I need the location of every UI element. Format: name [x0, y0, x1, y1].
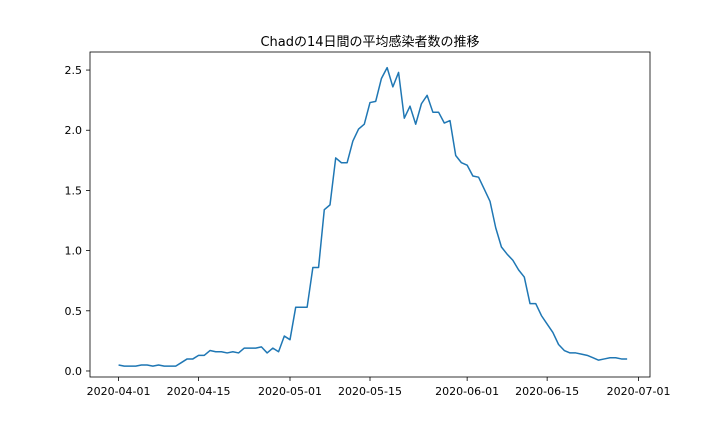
x-tick-label: 2020-06-01: [435, 385, 499, 398]
x-tick-label: 2020-04-01: [87, 385, 151, 398]
y-tick-label: 1.5: [65, 184, 83, 197]
x-tick-label: 2020-05-15: [338, 385, 402, 398]
y-tick-label: 2.5: [65, 64, 83, 77]
y-tick-label: 0.5: [65, 305, 83, 318]
chart-title: Chadの14日間の平均感染者数の推移: [260, 34, 479, 50]
y-tick-label: 2.0: [65, 124, 83, 137]
x-tick-label: 2020-07-01: [607, 385, 671, 398]
series-line-0: [118, 66, 628, 367]
x-tick-label: 2020-06-15: [515, 385, 579, 398]
plot-frame: [89, 51, 651, 378]
x-tick-label: 2020-04-15: [167, 385, 231, 398]
x-tick-label: 2020-05-01: [258, 385, 322, 398]
y-tick-label: 0.0: [65, 365, 83, 378]
y-tick-label: 1.0: [65, 245, 83, 258]
